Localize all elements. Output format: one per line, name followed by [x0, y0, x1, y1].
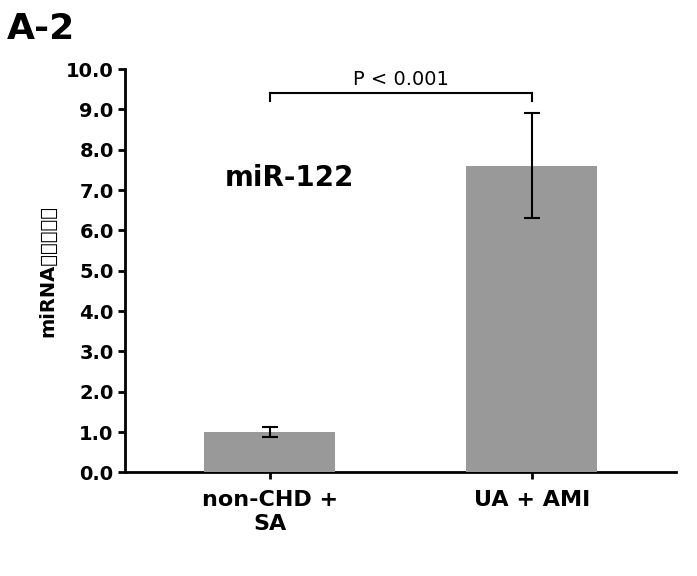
Bar: [204, 432, 335, 472]
Y-axis label: miRNA相对表达量: miRNA相对表达量: [38, 204, 58, 337]
Text: P < 0.001: P < 0.001: [353, 70, 449, 89]
Text: A-2: A-2: [7, 12, 75, 46]
Text: miR-122: miR-122: [224, 164, 354, 192]
Bar: [466, 166, 597, 472]
